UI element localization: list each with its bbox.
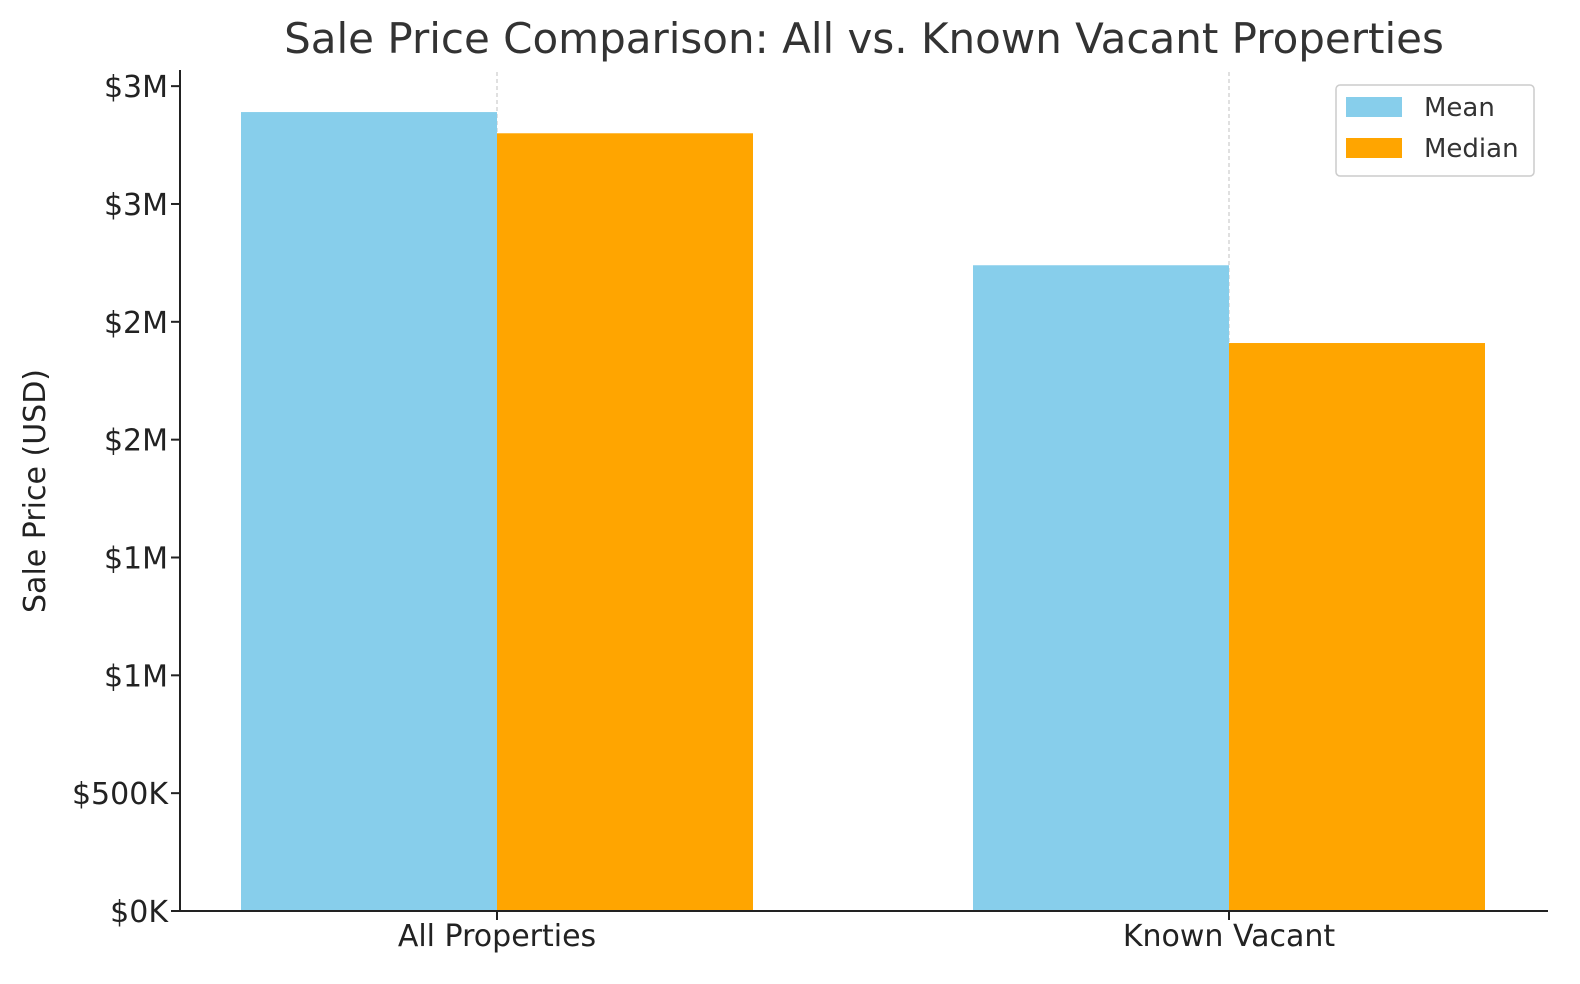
bar-median-all-properties <box>497 133 753 912</box>
legend-label-median: Median <box>1424 134 1519 164</box>
bar-mean-known-vacant <box>973 265 1229 911</box>
x-tick-label: Known Vacant <box>1123 919 1336 954</box>
x-tick-label: All Properties <box>398 919 596 954</box>
y-tick-label: $3M <box>104 188 168 223</box>
bar-mean-all-properties <box>241 112 497 912</box>
legend-label-mean: Mean <box>1424 93 1495 123</box>
chart-title: Sale Price Comparison: All vs. Known Vac… <box>284 14 1444 63</box>
y-tick-label: $500K <box>72 777 169 812</box>
legend-swatch-median <box>1346 138 1402 158</box>
y-tick-label: $0K <box>110 895 169 930</box>
x-axis-ticks: All Properties Known Vacant <box>398 911 1336 954</box>
bar-median-known-vacant <box>1229 343 1485 911</box>
y-tick-label: $2M <box>104 306 168 341</box>
y-tick-label: $2M <box>104 424 168 459</box>
legend-swatch-mean <box>1346 97 1402 117</box>
y-axis-label: Sale Price (USD) <box>18 369 53 613</box>
axes <box>179 70 1548 912</box>
bars <box>241 112 1485 912</box>
y-tick-label: $1M <box>104 659 168 694</box>
legend: Mean Median <box>1335 84 1535 177</box>
y-tick-label: $3M <box>104 70 168 105</box>
y-tick-label: $1M <box>104 541 168 576</box>
y-axis-ticks: $0K $500K $1M $1M $2M $2M $3M $3M <box>72 70 180 930</box>
